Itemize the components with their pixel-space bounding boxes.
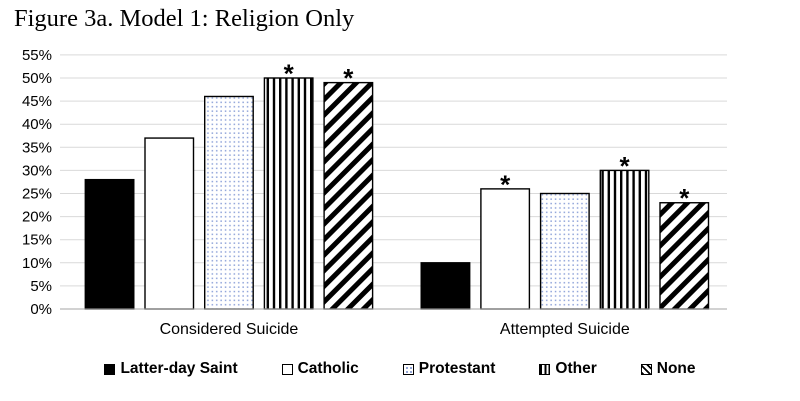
- svg-text:25%: 25%: [22, 186, 52, 203]
- svg-text:30%: 30%: [22, 162, 52, 179]
- svg-text:20%: 20%: [22, 209, 52, 226]
- svg-text:*: *: [500, 169, 511, 199]
- svg-text:Attempted Suicide: Attempted Suicide: [500, 321, 630, 338]
- svg-text:0%: 0%: [30, 301, 52, 318]
- svg-text:10%: 10%: [22, 255, 52, 272]
- svg-text:*: *: [619, 151, 630, 181]
- svg-text:40%: 40%: [22, 116, 52, 133]
- svg-text:50%: 50%: [22, 70, 52, 87]
- svg-text:*: *: [679, 183, 690, 213]
- svg-text:55%: 55%: [22, 47, 52, 64]
- svg-text:45%: 45%: [22, 93, 52, 110]
- svg-text:*: *: [284, 59, 295, 89]
- svg-text:15%: 15%: [22, 232, 52, 249]
- svg-text:*: *: [343, 63, 354, 93]
- svg-text:35%: 35%: [22, 139, 52, 156]
- svg-text:5%: 5%: [30, 278, 52, 295]
- svg-text:Considered Suicide: Considered Suicide: [160, 321, 299, 338]
